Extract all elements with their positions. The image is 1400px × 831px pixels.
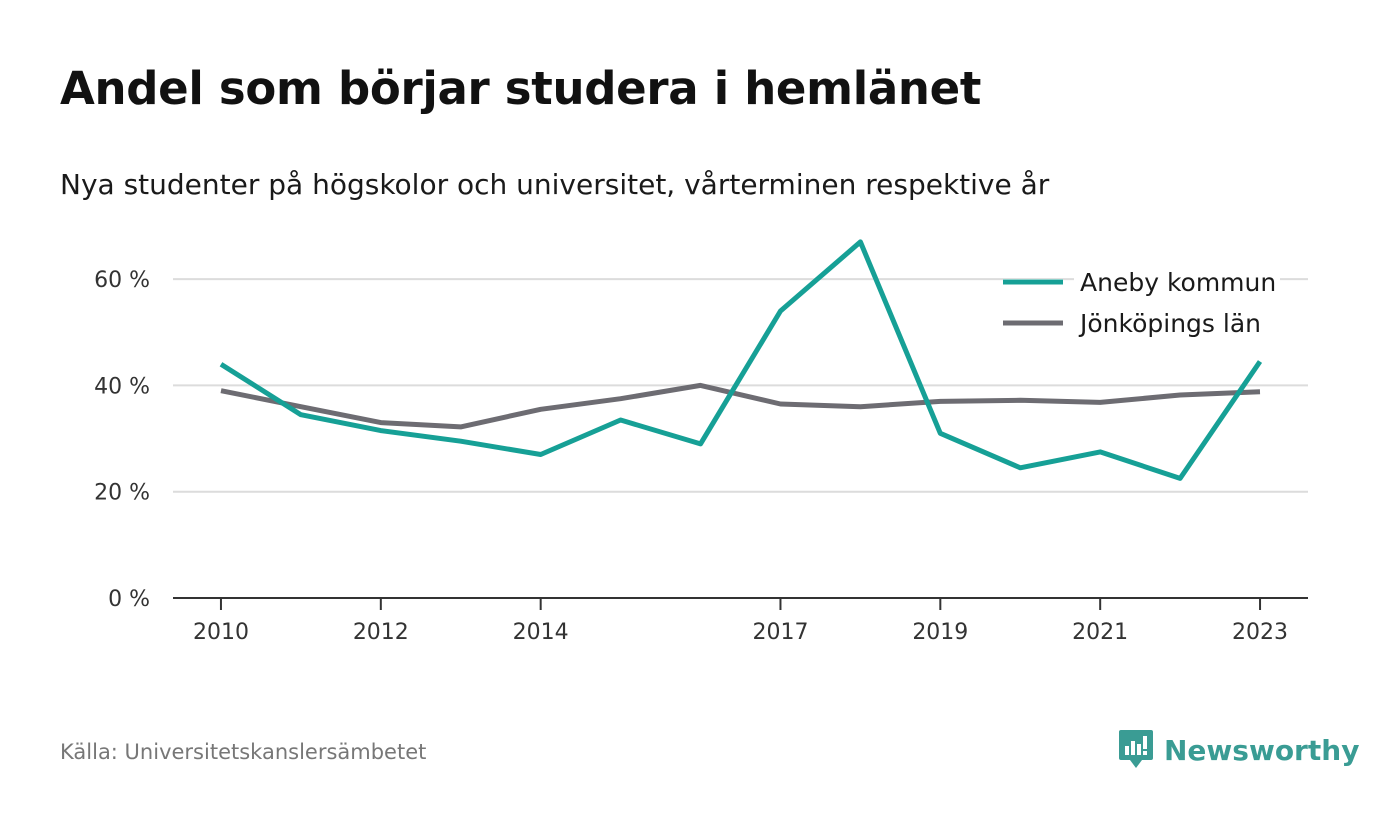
x-tick-label: 2012 — [353, 620, 409, 645]
source-note: Källa: Universitetskanslersämbetet — [60, 740, 427, 764]
y-tick-label: 0 % — [108, 587, 150, 612]
chart-title: Andel som börjar studera i hemlänet — [60, 62, 982, 115]
x-tick-label: 2021 — [1072, 620, 1128, 645]
brand-logo: Newsworthy — [1118, 728, 1359, 772]
legend-label: Aneby kommun — [1080, 268, 1276, 297]
legend-label: Jönköpings län — [1078, 309, 1261, 338]
series-line — [220, 382, 1261, 430]
y-tick-label: 20 % — [94, 481, 150, 506]
x-tick-label: 2019 — [912, 620, 968, 645]
y-tick-label: 60 % — [94, 268, 150, 293]
x-tick-label: 2010 — [193, 620, 249, 645]
legend: Aneby kommun Jönköpings län — [1003, 262, 1280, 341]
newsworthy-logo-icon — [1119, 730, 1153, 768]
chart-subtitle: Nya studenter på högskolor och universit… — [60, 168, 1050, 201]
series-line — [219, 239, 1263, 481]
y-tick-label: 40 % — [94, 374, 150, 399]
legend-label-backdrop — [1074, 303, 1280, 341]
x-tick-label: 2014 — [513, 620, 569, 645]
axis-layer: 0 % 20 % 40 % 60 % 2010 2012 2014 2017 2019 2021 2… — [94, 268, 1308, 645]
brand-name: Newsworthy — [1164, 733, 1360, 767]
x-tick-label: 2017 — [752, 620, 808, 645]
legend-label-backdrop — [1074, 262, 1280, 300]
line-chart: 0 % 20 % 40 % 60 % 2010 2012 2014 2017 2019 2021 2… — [94, 239, 1308, 645]
series-layer — [219, 239, 1263, 481]
x-tick-label: 2023 — [1232, 620, 1288, 645]
